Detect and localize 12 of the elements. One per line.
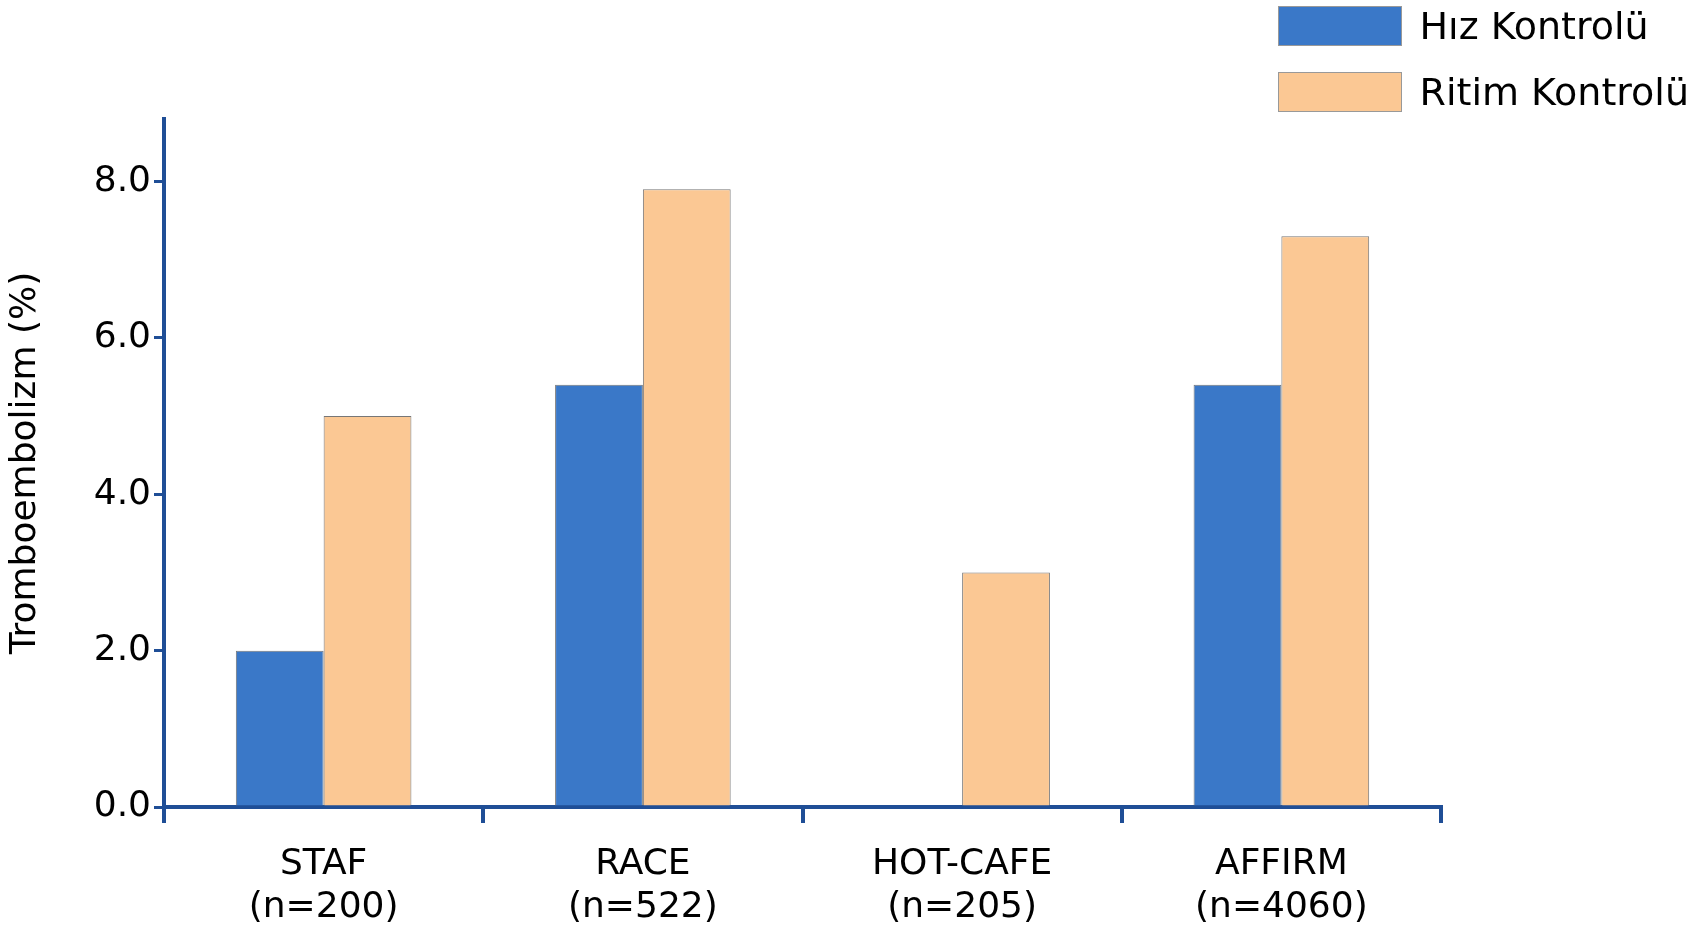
x-tick-label: RACE (n=522) [567, 840, 718, 926]
y-tick-label: 6.0 [93, 314, 151, 356]
y-tick-label: 0.0 [93, 783, 151, 825]
legend-label: Hız Kontrolü [1419, 4, 1649, 48]
y-tick-label: 8.0 [93, 157, 151, 199]
y-tick-label: 2.0 [93, 627, 151, 668]
y-tick-label: 4.0 [93, 470, 151, 512]
x-tick-label: HOT-CAFE (n=205) [871, 840, 1053, 926]
x-tick-label: AFFIRM (n=4060) [1195, 840, 1368, 926]
y-axis-title: Tromboembolizm (%) [1, 271, 43, 656]
x-tick-label: STAF (n=200) [248, 840, 399, 926]
legend-label: Ritim Kontrolü [1419, 70, 1689, 114]
